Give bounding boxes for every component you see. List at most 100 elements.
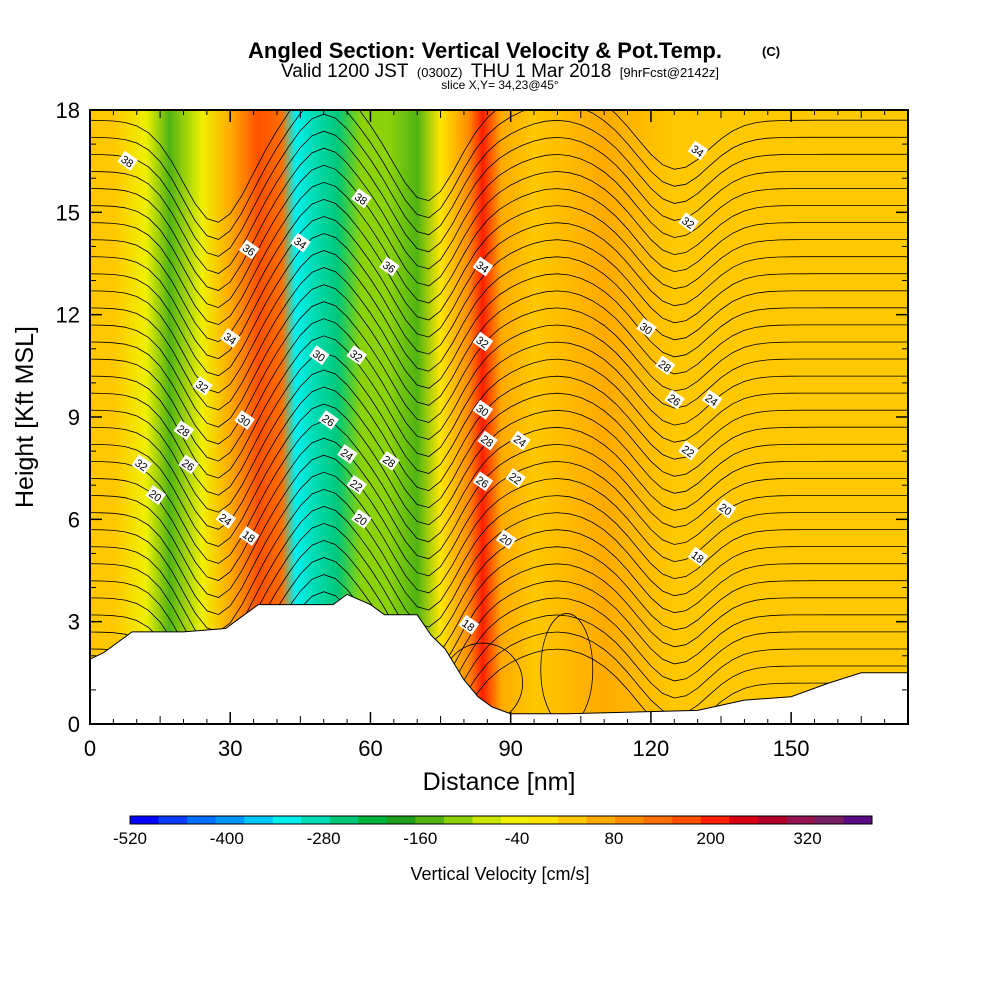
isentrope-line — [90, 284, 908, 428]
contour-label-text: 32 — [193, 379, 210, 396]
contour-label: 26 — [664, 389, 685, 410]
contour-label: 28 — [654, 355, 676, 376]
colorbar-swatch — [814, 816, 844, 824]
isentrope-line — [90, 318, 908, 462]
colorbar-tick-label: -520 — [113, 829, 147, 848]
contour-label-text: 22 — [506, 471, 523, 488]
x-axis-ticks: 0 30 60 90 120 150 — [84, 110, 886, 761]
contour-label: 28 — [173, 420, 195, 441]
colorbar-swatch — [215, 816, 245, 824]
terrain-mask — [90, 593, 908, 724]
contour-label: 30 — [472, 399, 494, 420]
x-tick-label: 60 — [358, 736, 382, 761]
colorbar-swatch — [501, 816, 531, 824]
isentrope-line — [90, 352, 908, 496]
contour-label: 28 — [477, 430, 498, 451]
contour-label: 34 — [290, 232, 311, 253]
contour-label: 30 — [309, 345, 330, 366]
contour-label-text: 30 — [474, 403, 491, 420]
subtitle-date: THU 1 Mar 2018 — [471, 61, 611, 82]
contour-label: 34 — [687, 140, 709, 161]
isentrope-line — [90, 113, 908, 257]
colorbar-swatch — [586, 816, 616, 824]
contour-label-text: 34 — [474, 259, 491, 276]
isentrope-line — [90, 369, 908, 513]
isentrope-line — [90, 110, 908, 223]
isentrope-line — [90, 420, 908, 564]
contour-label-text: 18 — [460, 617, 477, 634]
isentrope-line — [90, 437, 908, 581]
contour-label-text: 32 — [132, 457, 149, 474]
contour-label: 24 — [215, 508, 237, 529]
contour-label-text: 24 — [338, 447, 355, 464]
isentrope-line — [90, 130, 908, 274]
contour-label: 26 — [178, 454, 199, 475]
colorbar-swatch — [643, 816, 673, 824]
x-tick-label: 0 — [84, 736, 96, 761]
contour-label-text: 26 — [179, 457, 196, 474]
x-tick-label: 30 — [218, 736, 242, 761]
colorbar-swatch — [358, 816, 388, 824]
contour-label-text: 18 — [240, 529, 257, 546]
contour-label: 20 — [351, 508, 372, 529]
colorbar-swatch — [244, 816, 274, 824]
isentrope-line — [90, 403, 908, 547]
contour-label: 28 — [379, 450, 400, 471]
colorbar-swatch — [700, 816, 730, 824]
contour-label: 34 — [472, 256, 494, 277]
x-axis-label: Distance [nm] — [423, 768, 576, 796]
colorbar-tick-label: 80 — [604, 829, 623, 848]
colorbar-tick-label: -400 — [210, 829, 244, 848]
contour-label-text: 24 — [511, 433, 528, 450]
chart-title: Angled Section: Vertical Velocity & Pot.… — [248, 38, 722, 63]
colorbar-swatch — [472, 816, 502, 824]
colorbar-swatch — [672, 816, 702, 824]
contour-label: 22 — [678, 440, 699, 461]
contour-label-text: 32 — [347, 348, 364, 365]
isentrope-line — [90, 216, 908, 360]
contour-label: 26 — [472, 471, 494, 492]
slice-info: slice X,Y= 34,23@45° — [441, 78, 559, 92]
contour-label-text: 36 — [380, 259, 397, 276]
colorbar-swatch — [158, 816, 188, 824]
contour-label: 30 — [234, 410, 255, 430]
isentrope-line — [90, 335, 908, 479]
isentrope-line — [90, 267, 908, 411]
contour-label-text: 38 — [118, 154, 135, 171]
contour-label-text: 34 — [291, 235, 308, 252]
colorbar-swatch — [529, 816, 559, 824]
colorbar-swatch — [443, 816, 473, 824]
colorbar-tick-label: 200 — [697, 829, 725, 848]
y-tick-label: 18 — [56, 98, 80, 123]
colorbar-tick-label: -40 — [505, 829, 530, 848]
contour-label-text: 22 — [679, 443, 696, 460]
contour-label: 32 — [472, 331, 494, 352]
colorbar-swatch — [329, 816, 359, 824]
contour-label: 20 — [145, 485, 166, 506]
contour-label-text: 32 — [474, 334, 491, 351]
contour-label: 36 — [379, 256, 400, 277]
contour-label: 22 — [346, 474, 367, 495]
subtitle-valid: Valid 1200 JST — [281, 61, 409, 82]
colorbar-swatch — [558, 816, 588, 824]
x-tick-label: 150 — [773, 736, 810, 761]
colorbar-swatch — [187, 816, 217, 824]
colorbar-swatch — [843, 816, 873, 824]
isentrope-line — [90, 488, 908, 633]
contour-label-text: 30 — [235, 413, 252, 430]
colorbar-label: Vertical Velocity [cm/s] — [410, 864, 589, 884]
contour-label-text: 26 — [665, 392, 682, 409]
colorbar-swatch — [415, 816, 445, 824]
colorbar-frame — [129, 815, 873, 825]
contour-label: 38 — [351, 188, 372, 209]
closed-contour — [540, 613, 594, 724]
upper-level-shading — [90, 110, 908, 724]
colorbar-swatch — [786, 816, 816, 824]
contour-label: 18 — [458, 614, 480, 635]
contour-label-text: 30 — [637, 321, 654, 338]
isentrope-line — [90, 233, 908, 377]
y-tick-label: 9 — [68, 405, 80, 430]
contour-label-text: 34 — [221, 331, 238, 348]
